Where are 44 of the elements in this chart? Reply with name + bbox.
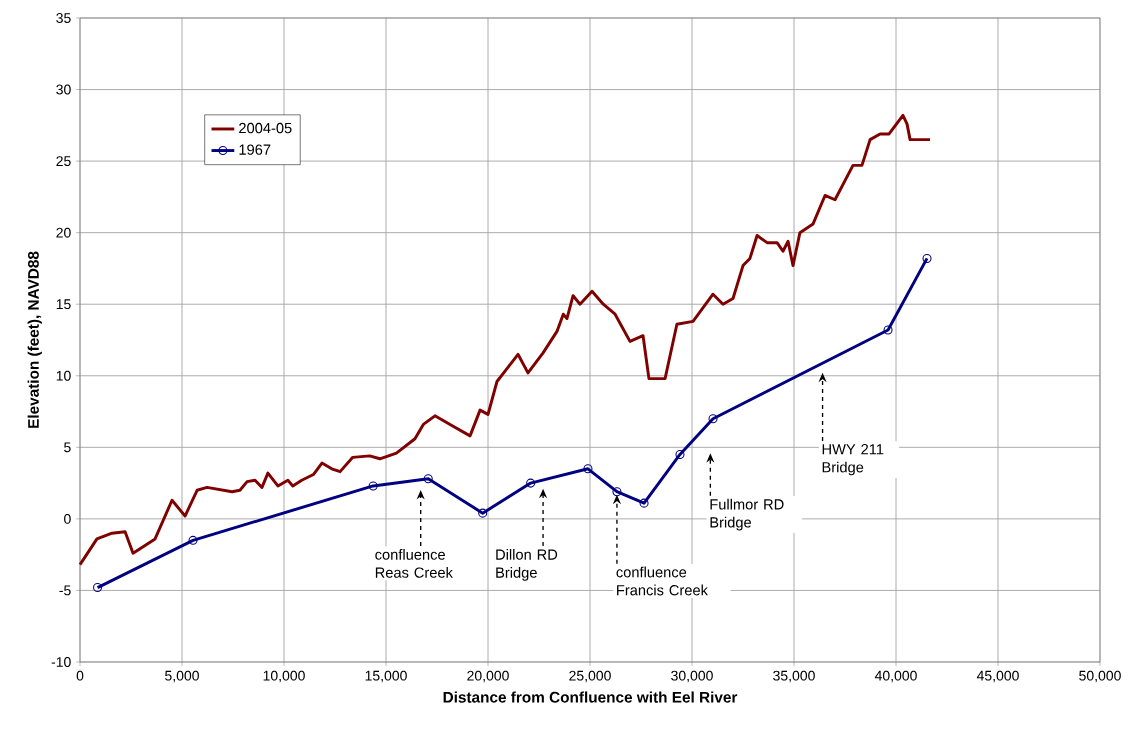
- point: [675, 449, 685, 460]
- y-tick-label: 10: [56, 370, 71, 381]
- x-tick-label: 15,000: [365, 670, 407, 683]
- x-tick-label: 25,000: [569, 670, 611, 683]
- point: [93, 583, 103, 593]
- x-tick-label: 0: [76, 670, 84, 681]
- x-axis-title: Distance from Confluence with Eel River: [443, 691, 738, 703]
- y-tick-label: 0: [64, 513, 71, 524]
- y-tick-label: -5: [59, 585, 71, 596]
- y-tick-label: 35: [56, 13, 71, 23]
- annotation: confluence Reas Creek: [375, 549, 453, 578]
- x-tick-label: 50,000: [1079, 670, 1121, 683]
- annotation: Fullmor RD Bridge: [710, 498, 784, 531]
- x-tick-label: 35,000: [773, 670, 815, 683]
- point: [478, 508, 488, 518]
- legend-label: 1967: [239, 144, 271, 155]
- y-tick-label: 20: [56, 227, 71, 238]
- x-tick-label: 20,000: [467, 670, 509, 683]
- y-tick-label: -10: [51, 657, 71, 667]
- point: [583, 464, 593, 474]
- point: [883, 325, 893, 335]
- y-tick-label: 5: [64, 442, 71, 453]
- point: [639, 498, 649, 508]
- x-tick-label: 40,000: [874, 670, 917, 683]
- point: [526, 478, 536, 488]
- y-tick-label: 15: [56, 299, 71, 310]
- point: [188, 535, 198, 545]
- point: [368, 481, 378, 491]
- y-tick-label: 30: [56, 84, 71, 95]
- legend-label: 2004-05: [239, 122, 292, 134]
- annotation: Dillon RD Bridge: [496, 549, 558, 581]
- x-tick-label: 5,000: [165, 670, 199, 683]
- x-tick-label: 45,000: [976, 670, 1019, 683]
- y-tick-label: 25: [56, 156, 71, 167]
- point: [922, 253, 932, 263]
- y-axis-title: Elevation (feet), NAVD88: [27, 251, 42, 428]
- point: [708, 414, 718, 424]
- x-tick-label: 10,000: [263, 670, 305, 683]
- point: [423, 474, 433, 484]
- annotation: confluence Francis Creek: [616, 566, 708, 596]
- point: [612, 487, 622, 497]
- annotation: HWY 211 Bridge: [822, 444, 884, 476]
- x-tick-label: 30,000: [671, 670, 713, 683]
- line-series: [78, 113, 932, 567]
